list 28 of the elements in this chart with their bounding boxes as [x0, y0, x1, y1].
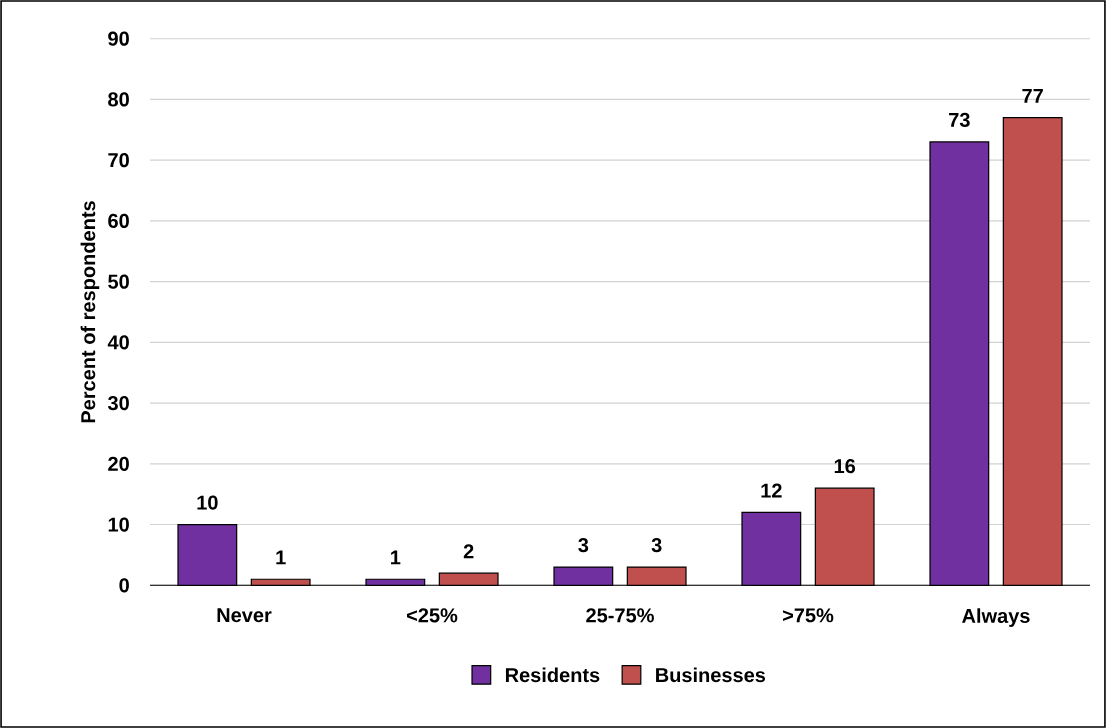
- legend-label: Residents: [505, 667, 600, 683]
- y-tick-label: 80: [108, 92, 129, 107]
- data-label: 12: [761, 483, 782, 498]
- x-tick-label: Never: [217, 608, 272, 623]
- data-label: 3: [651, 537, 662, 553]
- y-tick-label: 60: [108, 213, 129, 228]
- x-tick-label: >75%: [782, 608, 834, 623]
- data-label: 3: [578, 537, 589, 553]
- data-label: 1: [391, 550, 401, 565]
- y-tick-label: 50: [108, 274, 129, 289]
- y-tick-label: 70: [108, 153, 129, 168]
- y-tick-label: 90: [108, 31, 129, 46]
- data-label: 16: [834, 459, 856, 474]
- y-tick-label: 30: [107, 396, 129, 411]
- y-tick-label: 20: [108, 456, 129, 471]
- x-tick-label: <25%: [406, 608, 458, 623]
- y-tick-label: 10: [108, 517, 129, 532]
- data-label: 10: [197, 495, 218, 510]
- data-label: 77: [1022, 88, 1043, 103]
- x-tick-label: Always: [962, 608, 1030, 627]
- legend-label: Businesses: [656, 667, 766, 683]
- data-label: 73: [949, 112, 970, 127]
- x-tick-label: 25-75%: [586, 608, 654, 623]
- data-label: 2: [463, 544, 474, 559]
- y-axis-title: Percent of respondents: [80, 201, 100, 423]
- data-label: 1: [276, 550, 286, 565]
- y-tick-label: 0: [119, 578, 129, 593]
- y-tick-label: 40: [107, 335, 129, 350]
